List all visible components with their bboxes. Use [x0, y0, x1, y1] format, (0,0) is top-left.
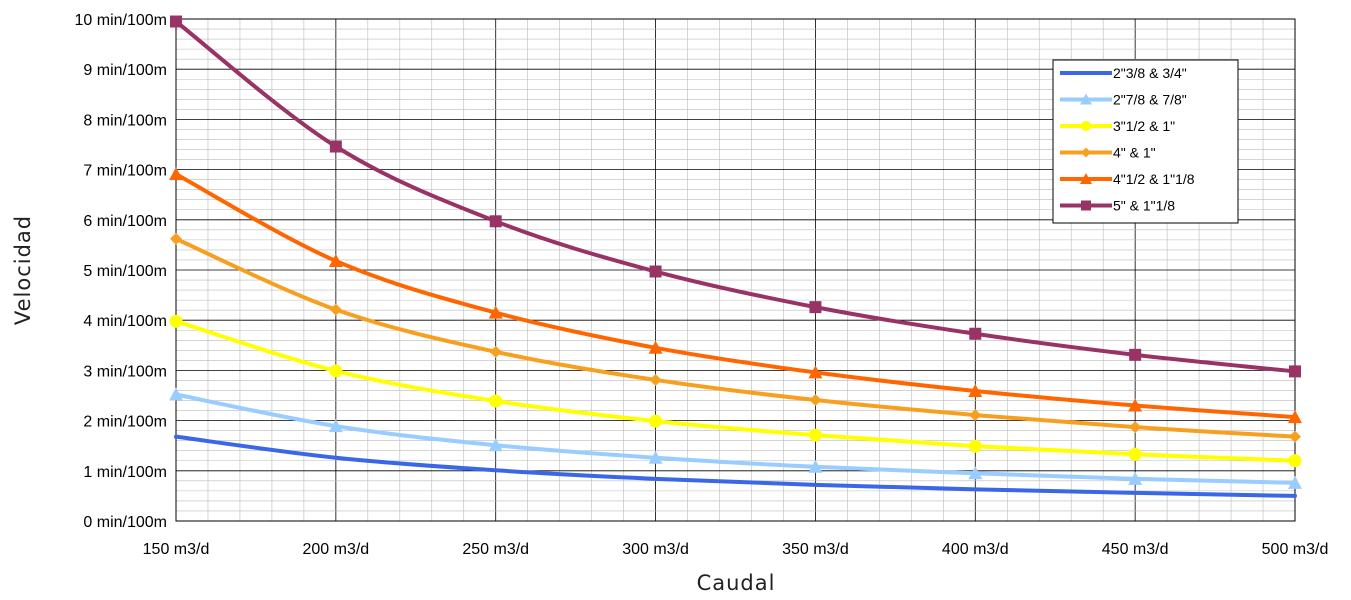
data-point: [1289, 454, 1302, 467]
data-point: [169, 167, 183, 180]
series-line: [176, 437, 1295, 496]
data-point: [809, 301, 821, 313]
legend-marker: [1081, 201, 1091, 211]
y-tick-label: 0 min/100m: [83, 514, 167, 531]
data-point: [330, 141, 342, 153]
x-tick-label: 450 m3/d: [1102, 541, 1169, 558]
data-point: [649, 415, 662, 428]
x-tick-label: 250 m3/d: [462, 541, 529, 558]
data-point: [809, 394, 821, 406]
data-point: [489, 395, 502, 408]
y-tick-label: 7 min/100m: [83, 163, 167, 180]
y-tick-label: 4 min/100m: [83, 313, 167, 330]
x-tick-label: 300 m3/d: [622, 541, 689, 558]
data-point: [969, 328, 981, 340]
y-tick-label: 3 min/100m: [83, 363, 167, 380]
y-tick-label: 9 min/100m: [83, 62, 167, 79]
y-tick-label: 1 min/100m: [83, 464, 167, 481]
x-tick-label: 350 m3/d: [782, 541, 849, 558]
x-tick-label: 400 m3/d: [942, 541, 1009, 558]
y-axis-ticks: 0 min/100m 1 min/100m 2 min/100m 3 min/100m…: [75, 12, 168, 531]
series-line: [176, 239, 1295, 437]
legend-label: 2"7/8 & 7/8": [1113, 92, 1187, 108]
legend-label: 4" & 1": [1113, 145, 1156, 161]
legend: 2"3/8 & 3/4" 2"7/8 & 7/8" 3"1/2 & 1" 4" & 1…: [1053, 60, 1238, 223]
y-axis-title: Velocidad: [11, 215, 35, 325]
data-point: [170, 233, 182, 245]
x-axis-title: Caudal: [697, 571, 776, 595]
x-axis-ticks: 150 m3/d 200 m3/d 250 m3/d 300 m3/d 350 m3/d…: [143, 541, 1329, 558]
data-point: [170, 16, 182, 28]
data-point: [1129, 421, 1141, 433]
x-tick-label: 150 m3/d: [143, 541, 210, 558]
data-point: [490, 215, 502, 227]
series-line: [176, 394, 1295, 482]
data-point: [330, 304, 342, 316]
series-1: [169, 387, 1302, 488]
y-tick-label: 2 min/100m: [83, 414, 167, 431]
data-point: [1289, 365, 1301, 377]
series-0: [176, 437, 1295, 496]
data-point: [490, 346, 502, 358]
data-point: [650, 374, 662, 386]
x-tick-label: 200 m3/d: [302, 541, 369, 558]
data-point: [170, 315, 183, 328]
data-point: [329, 364, 342, 377]
y-tick-label: 6 min/100m: [83, 213, 167, 230]
x-tick-label: 500 m3/d: [1262, 541, 1329, 558]
data-point: [1129, 448, 1142, 461]
legend-label: 4"1/2 & 1"1/8: [1113, 171, 1195, 187]
data-point: [1129, 349, 1141, 361]
y-tick-label: 5 min/100m: [83, 263, 167, 280]
legend-label: 3"1/2 & 1": [1113, 118, 1175, 134]
legend-marker: [1081, 121, 1091, 131]
data-point: [969, 409, 981, 421]
y-tick-label: 8 min/100m: [83, 112, 167, 129]
data-point: [809, 429, 822, 442]
legend-label: 5" & 1"1/8: [1113, 198, 1175, 214]
y-tick-label: 10 min/100m: [75, 12, 168, 29]
data-point: [650, 266, 662, 278]
data-point: [969, 440, 982, 453]
legend-label: 2"3/8 & 3/4": [1113, 65, 1187, 81]
